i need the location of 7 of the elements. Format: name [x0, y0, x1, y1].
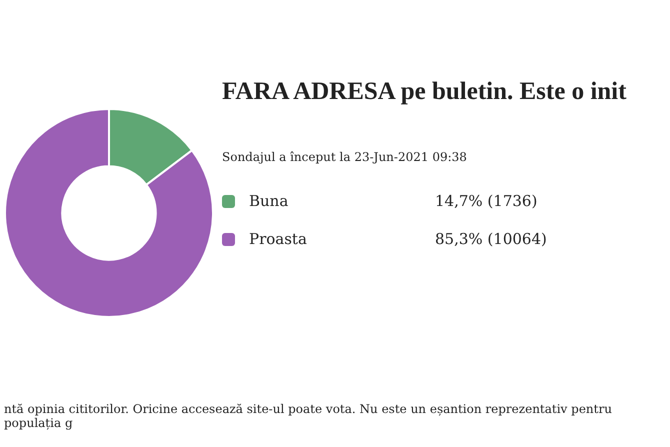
text: Sondajul a început la 23-Jun-2021 09:38	[222, 150, 468, 164]
data-label: 14,7% (1736)	[435, 192, 538, 210]
chart-title: FARA ADRESA pe buletin. Este o init	[222, 78, 628, 106]
legend-label: Buna	[249, 192, 290, 210]
legend-label: Proasta	[249, 230, 308, 248]
data-label: 85,3% (10064)	[435, 230, 547, 248]
text: ntă opinia cititorilor. Oricine accesează site-ul poate vota. Nu este un eșantion reprezentativ pentru populația g	[4, 402, 613, 430]
